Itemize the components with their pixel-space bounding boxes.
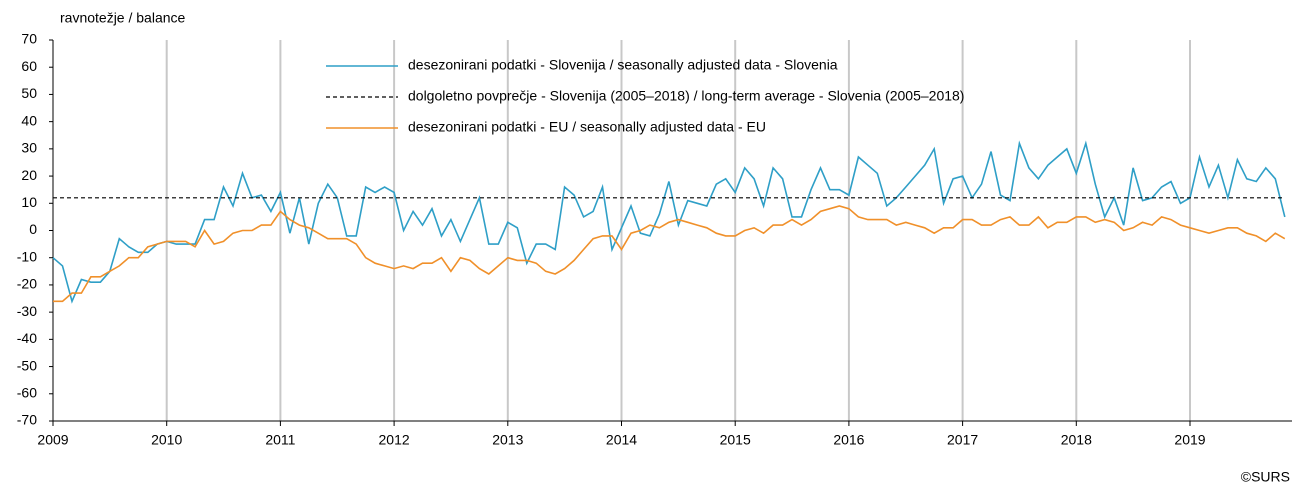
series-line xyxy=(52,140,1286,304)
y-tick-label: 40 xyxy=(21,112,37,128)
legend-label: desezonirani podatki - Slovenija / seaso… xyxy=(408,57,838,73)
x-tick-label: 2011 xyxy=(265,432,295,448)
x-tick-label: 2014 xyxy=(606,432,637,448)
x-tick-label: 2010 xyxy=(151,432,182,448)
y-tick-label: 0 xyxy=(29,221,37,237)
y-tick-label: 10 xyxy=(21,194,37,210)
y-tick-label: -10 xyxy=(17,248,37,264)
y-tick-label: 60 xyxy=(21,58,37,74)
y-axis-label: ravnotežje / balance xyxy=(60,10,186,26)
y-tick-label: 20 xyxy=(21,167,37,183)
legend-label: desezonirani podatki - EU / seasonally a… xyxy=(408,119,766,135)
y-tick-label: -60 xyxy=(17,384,37,400)
x-tick-label: 2019 xyxy=(1174,432,1205,448)
legend-label: dolgoletno povprečje - Slovenija (2005–2… xyxy=(408,88,964,104)
y-tick-label: -30 xyxy=(17,303,37,319)
y-tick-label: -20 xyxy=(17,276,37,292)
y-tick-label: -50 xyxy=(17,357,37,373)
x-tick-label: 2009 xyxy=(37,432,68,448)
source: ©SURS xyxy=(1241,469,1290,485)
x-tick-label: 2015 xyxy=(720,432,751,448)
x-tick-label: 2016 xyxy=(833,432,864,448)
y-tick-label: -40 xyxy=(17,330,37,346)
y-tick-label: -70 xyxy=(17,412,37,428)
y-tick-label: 50 xyxy=(21,85,37,101)
x-tick-label: 2012 xyxy=(379,432,410,448)
y-tick-label: 30 xyxy=(21,140,37,156)
series-line xyxy=(53,205,1286,303)
x-tick-label: 2013 xyxy=(492,432,523,448)
y-tick-label: 70 xyxy=(21,31,37,47)
x-tick-label: 2017 xyxy=(947,432,978,448)
x-tick-label: 2018 xyxy=(1061,432,1092,448)
